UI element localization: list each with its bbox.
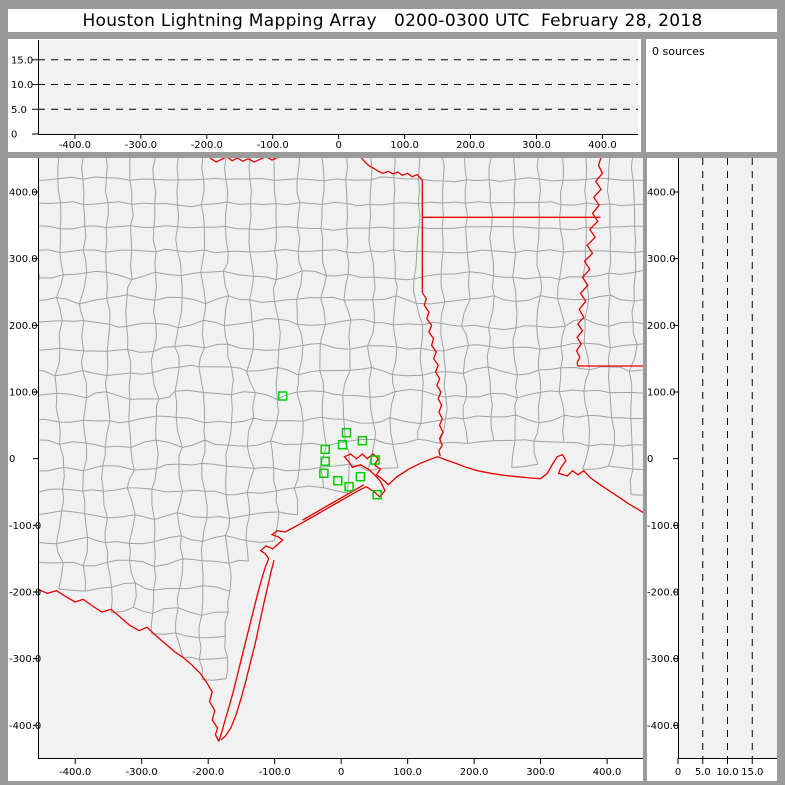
lma-station-marker	[357, 435, 368, 446]
svg-text:-400.0: -400.0	[647, 721, 679, 732]
lma-station-marker	[344, 481, 354, 492]
svg-text:-200.0: -200.0	[191, 140, 223, 151]
lma-station-marker	[320, 456, 330, 467]
svg-text:100.0: 100.0	[393, 767, 422, 778]
sources-count-label: 0 sources	[652, 45, 705, 58]
svg-text:10.0: 10.0	[11, 80, 33, 91]
svg-text:100.0: 100.0	[647, 388, 676, 399]
svg-text:-300.0: -300.0	[9, 654, 41, 665]
svg-text:100.0: 100.0	[9, 388, 38, 399]
title-bar: Houston Lightning Mapping Array 0200-030…	[8, 9, 777, 32]
svg-text:0: 0	[647, 454, 653, 465]
svg-text:300.0: 300.0	[647, 254, 676, 265]
map-axes	[33, 158, 643, 764]
altitude-ew-plot-area[interactable]	[38, 40, 638, 134]
altitude-ns-axes	[673, 158, 777, 764]
lma-station-marker	[319, 468, 329, 479]
svg-text:200.0: 200.0	[9, 321, 38, 332]
border-red-river-west	[209, 158, 279, 163]
svg-text:-300.0: -300.0	[647, 654, 679, 665]
border-rio-grande	[38, 588, 220, 742]
svg-text:-100.0: -100.0	[647, 521, 679, 532]
altitude-ew-panel: 0 5.0 10.0 15.0 -400.0 -300.0 -200.0 -100.0 0 100…	[8, 39, 641, 152]
altitude-ew-axes	[32, 40, 638, 139]
lma-station-marker	[341, 427, 352, 438]
svg-text:0: 0	[675, 767, 681, 778]
map-geography	[38, 158, 643, 742]
svg-text:-200.0: -200.0	[192, 767, 224, 778]
svg-text:400.0: 400.0	[588, 140, 617, 151]
lma-station-marker	[372, 489, 382, 500]
svg-text:0: 0	[336, 140, 342, 151]
county-borders	[38, 158, 643, 681]
svg-text:15.0: 15.0	[11, 55, 33, 66]
svg-text:15.0: 15.0	[741, 767, 763, 778]
plan-view-map-plot[interactable]: -400.0 -300.0 -200.0 -100.0 0 100.0 200.0 300.0…	[8, 158, 643, 781]
altitude-ns-tick-labels: 400.0 300.0 200.0 100.0 0 -100.0 -200.0 -300.0 -…	[647, 188, 763, 779]
svg-text:-100.0: -100.0	[9, 521, 41, 532]
svg-text:300.0: 300.0	[9, 254, 38, 265]
altitude-ew-plot[interactable]: 0 5.0 10.0 15.0 -400.0 -300.0 -200.0 -100.0 0 100…	[8, 39, 641, 152]
svg-text:5.0: 5.0	[695, 767, 711, 778]
svg-text:-300.0: -300.0	[125, 140, 157, 151]
svg-text:5.0: 5.0	[11, 105, 27, 116]
svg-text:-400.0: -400.0	[59, 140, 91, 151]
lma-station-marker	[355, 471, 366, 482]
border-red-river-east	[360, 158, 423, 181]
lma-station-marker	[277, 391, 288, 401]
border-matagorda-lagoon	[302, 484, 365, 521]
svg-text:-100.0: -100.0	[257, 140, 289, 151]
lma-station-marker	[370, 455, 380, 465]
svg-text:10.0: 10.0	[716, 767, 738, 778]
border-gulf-coastline	[218, 453, 643, 742]
altitude-ns-plot[interactable]: 400.0 300.0 200.0 100.0 0 -100.0 -200.0 -300.0 -…	[647, 158, 777, 781]
lma-station-marker	[320, 444, 330, 455]
sources-count-panel: 0 sources	[646, 39, 777, 152]
plan-view-map-panel: -400.0 -300.0 -200.0 -100.0 0 100.0 200.0 300.0…	[8, 158, 643, 781]
svg-text:400.0: 400.0	[593, 767, 622, 778]
map-tick-labels: -400.0 -300.0 -200.0 -100.0 0 100.0 200.0 300.0…	[9, 188, 621, 779]
svg-text:0: 0	[11, 130, 17, 141]
svg-text:-200.0: -200.0	[9, 588, 41, 599]
altitude-ew-tick-labels: 0 5.0 10.0 15.0 -400.0 -300.0 -200.0 -100.0 0 100…	[11, 55, 617, 151]
svg-text:-400.0: -400.0	[59, 767, 91, 778]
lma-station-marker	[337, 439, 348, 450]
lma-station-marker	[333, 475, 343, 486]
svg-text:400.0: 400.0	[9, 188, 38, 199]
svg-text:400.0: 400.0	[647, 188, 676, 199]
svg-text:300.0: 300.0	[526, 767, 555, 778]
svg-text:300.0: 300.0	[522, 140, 551, 151]
border-sabine-river	[421, 292, 444, 457]
svg-text:-400.0: -400.0	[9, 721, 41, 732]
svg-text:200.0: 200.0	[460, 767, 489, 778]
lma-stations	[277, 391, 382, 500]
svg-text:-100.0: -100.0	[259, 767, 291, 778]
window-title: Houston Lightning Mapping Array 0200-030…	[82, 10, 703, 31]
svg-text:200.0: 200.0	[647, 321, 676, 332]
svg-text:0: 0	[338, 767, 344, 778]
map-plot-area[interactable]	[38, 158, 643, 758]
border-padre-island	[220, 559, 275, 741]
border-mississippi-river	[575, 158, 604, 367]
svg-text:-200.0: -200.0	[647, 588, 679, 599]
svg-text:100.0: 100.0	[390, 140, 419, 151]
svg-text:200.0: 200.0	[456, 140, 485, 151]
svg-text:0: 0	[9, 454, 15, 465]
altitude-ns-panel: 400.0 300.0 200.0 100.0 0 -100.0 -200.0 -300.0 -…	[647, 158, 777, 781]
svg-text:-300.0: -300.0	[126, 767, 158, 778]
